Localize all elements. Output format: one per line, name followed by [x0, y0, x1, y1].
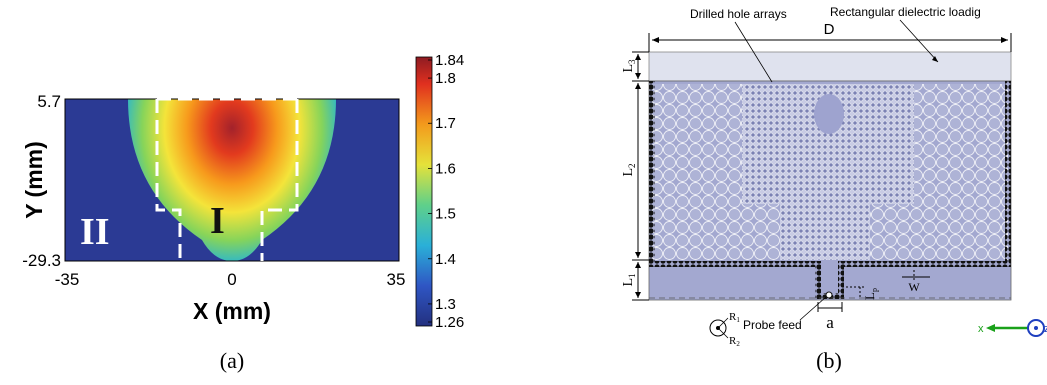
label-a: a	[826, 313, 834, 332]
colorbar-tick-label: 1.4	[435, 251, 456, 268]
label-probe-feed: Probe feed	[743, 318, 802, 332]
axis-z-label: z	[1044, 323, 1047, 335]
y-tick-top: 5.7	[37, 92, 61, 111]
via-wall-bottom-right	[838, 261, 1011, 267]
label-Lp: Lp	[862, 288, 879, 300]
y-axis-label: Y (mm)	[21, 141, 47, 219]
region-label-i: I	[210, 200, 225, 242]
label-R1: R1	[729, 311, 740, 324]
via-wall-right	[1005, 81, 1011, 264]
colorbar-tick-label: 1.5	[435, 206, 456, 223]
dielectric-loading	[648, 51, 1012, 82]
hole-array-small	[742, 84, 914, 260]
coordinate-axes: x z	[978, 319, 1047, 337]
label-W: W	[908, 280, 920, 294]
label-L3: L3	[621, 59, 637, 73]
label-D: D	[824, 21, 835, 38]
via-wall-left	[649, 81, 655, 264]
label-L2: L2	[621, 163, 637, 176]
svg-text:L2: L2	[621, 163, 637, 176]
svg-text:L1: L1	[621, 273, 637, 286]
label-R2: R2	[729, 335, 740, 348]
colorbar-tick-label: 1.6	[435, 160, 456, 177]
region-boundary	[155, 97, 299, 261]
region-label-ii: II	[80, 211, 110, 253]
colorbar-tick-label: 1.26	[435, 314, 464, 331]
colorbar-tick-label: 1.7	[435, 115, 456, 132]
x-axis-label: X (mm)	[193, 298, 271, 324]
caption-a: (a)	[220, 348, 244, 373]
svg-text:L3: L3	[621, 59, 637, 73]
center-unperforated	[814, 94, 844, 134]
svg-text:Lp: Lp	[862, 288, 879, 300]
probe-radii-symbol: R1 R2	[709, 311, 740, 348]
probe-feed-point	[825, 291, 833, 299]
colorbar-tick-label: 1.84	[435, 52, 464, 69]
x-tick-left: -35	[55, 270, 80, 289]
label-dielectric-loading: Rectangular dielectric loadig	[830, 5, 981, 19]
via-feed-right	[838, 261, 844, 299]
field-distribution	[128, 99, 336, 261]
y-tick-bottom: -29.3	[22, 251, 61, 270]
colorbar-gradient	[415, 56, 433, 327]
caption-b: (b)	[816, 348, 842, 373]
colorbar-tick-label: 1.3	[435, 296, 456, 313]
via-feed-left	[815, 261, 821, 299]
colorbar-tick-label: 1.8	[435, 70, 456, 87]
axis-x-label: x	[978, 323, 984, 335]
colorbar-ticks: 1.841.8 1.7 1.6 1.5 1.4 1.31.26	[428, 52, 464, 331]
x-tick-center: 0	[227, 270, 236, 289]
via-wall-bottom-left	[649, 261, 821, 267]
label-drilled-holes: Drilled hole arrays	[690, 7, 787, 21]
x-tick-right: 35	[387, 270, 406, 289]
colorbar: 1.841.8 1.7 1.6 1.5 1.4 1.31.26	[415, 52, 464, 331]
label-L1: L1	[621, 273, 637, 286]
panel-a-field-plot: I II 5.7 -29.3 -35 0 35 X (mm) Y (mm)	[21, 92, 405, 324]
panel-b-antenna-diagram: Drilled hole arrays Rectangular dielectr…	[621, 5, 1047, 348]
